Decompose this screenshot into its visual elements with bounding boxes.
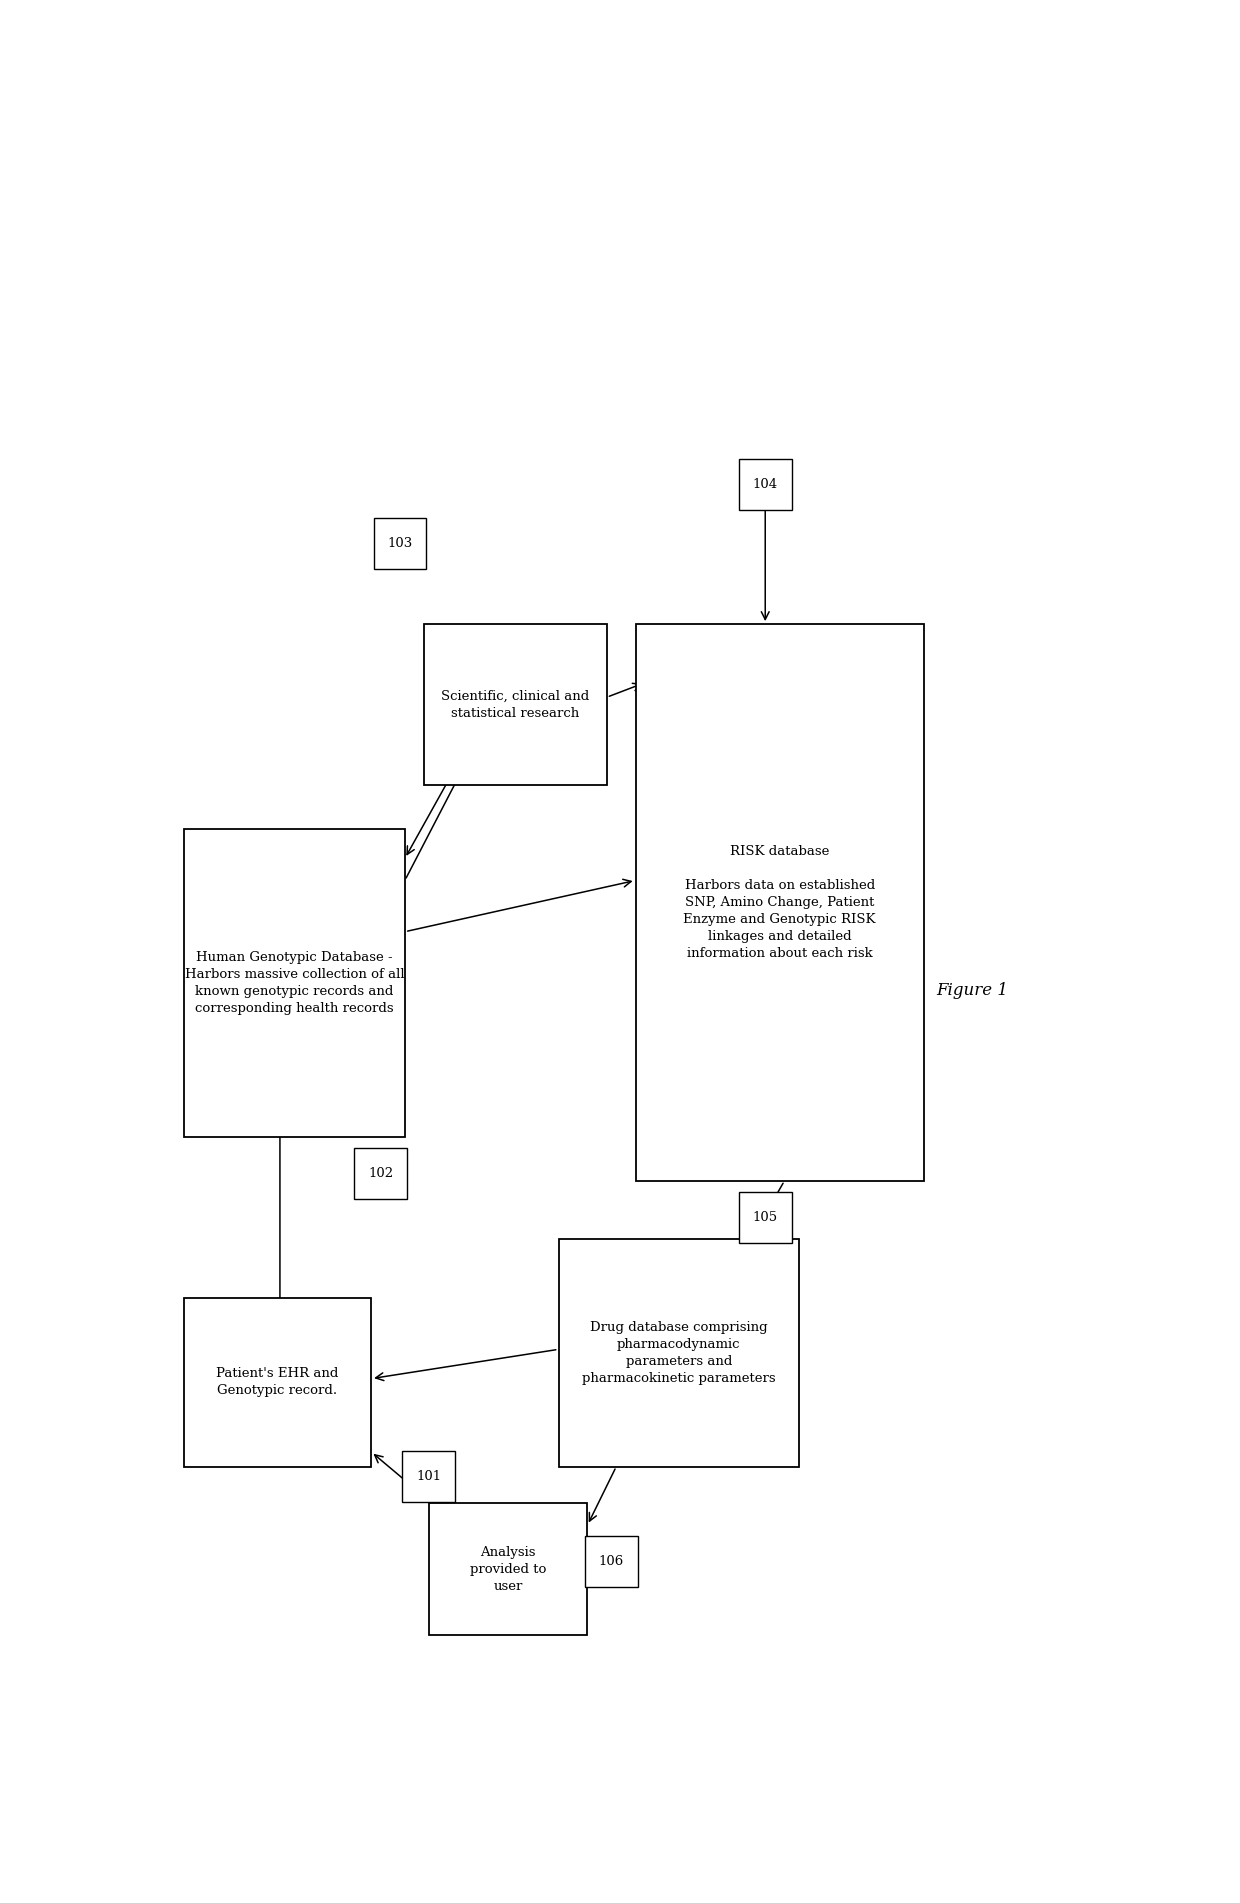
Text: Scientific, clinical and
statistical research: Scientific, clinical and statistical res… (441, 689, 589, 719)
Text: 101: 101 (417, 1471, 441, 1482)
FancyBboxPatch shape (585, 1536, 637, 1587)
Text: Analysis
provided to
user: Analysis provided to user (470, 1545, 547, 1593)
Text: 106: 106 (599, 1555, 624, 1568)
FancyBboxPatch shape (184, 1298, 371, 1467)
Text: Patient's EHR and
Genotypic record.: Patient's EHR and Genotypic record. (216, 1366, 339, 1397)
Text: 104: 104 (753, 478, 777, 491)
Text: RISK database

Harbors data on established
SNP, Amino Change, Patient
Enzyme and: RISK database Harbors data on establishe… (683, 845, 875, 959)
Text: 102: 102 (368, 1167, 393, 1180)
Text: 105: 105 (753, 1210, 777, 1224)
FancyBboxPatch shape (558, 1239, 799, 1467)
FancyBboxPatch shape (373, 518, 427, 569)
Text: Human Genotypic Database -
Harbors massive collection of all
known genotypic rec: Human Genotypic Database - Harbors massi… (185, 952, 404, 1014)
FancyBboxPatch shape (355, 1148, 407, 1199)
Text: Figure 1: Figure 1 (936, 982, 1008, 999)
FancyBboxPatch shape (739, 459, 791, 510)
Text: 103: 103 (387, 537, 413, 550)
FancyBboxPatch shape (403, 1452, 455, 1503)
FancyBboxPatch shape (635, 624, 924, 1180)
FancyBboxPatch shape (184, 830, 404, 1136)
Text: Drug database comprising
pharmacodynamic
parameters and
pharmacokinetic paramete: Drug database comprising pharmacodynamic… (582, 1321, 775, 1385)
FancyBboxPatch shape (429, 1503, 588, 1635)
FancyBboxPatch shape (739, 1191, 791, 1243)
FancyBboxPatch shape (424, 624, 606, 786)
